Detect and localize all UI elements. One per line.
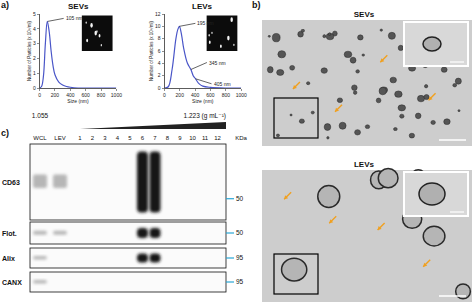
svg-text:50: 50 xyxy=(236,229,244,236)
svg-text:800: 800 xyxy=(97,92,106,98)
svg-text:LEVs: LEVs xyxy=(192,2,213,11)
svg-text:200: 200 xyxy=(176,92,185,98)
svg-text:Alix: Alix xyxy=(2,255,15,262)
svg-text:12: 12 xyxy=(214,135,221,141)
svg-text:0: 0 xyxy=(33,85,36,91)
svg-text:8: 8 xyxy=(166,135,170,141)
svg-text:WCL: WCL xyxy=(33,135,47,141)
svg-text:SEVs: SEVs xyxy=(68,2,89,11)
svg-text:1: 1 xyxy=(33,70,36,76)
svg-text:5: 5 xyxy=(128,135,132,141)
svg-text:10: 10 xyxy=(155,23,161,29)
svg-text:CANX: CANX xyxy=(2,279,22,286)
svg-text:6: 6 xyxy=(158,48,161,54)
svg-text:405 nm: 405 nm xyxy=(214,81,231,87)
svg-text:KDa: KDa xyxy=(235,135,247,141)
svg-text:LEV: LEV xyxy=(54,135,65,141)
svg-text:0: 0 xyxy=(38,92,41,98)
svg-text:3: 3 xyxy=(33,40,36,46)
html-text:b): b) xyxy=(252,0,261,10)
svg-text:195 nm: 195 nm xyxy=(197,20,214,26)
svg-text:345 nm: 345 nm xyxy=(209,60,226,66)
svg-text:1: 1 xyxy=(78,135,82,141)
svg-text:10: 10 xyxy=(189,135,196,141)
svg-text:5: 5 xyxy=(33,11,36,17)
svg-text:11: 11 xyxy=(202,135,209,141)
svg-text:400: 400 xyxy=(66,92,75,98)
svg-text:2: 2 xyxy=(91,135,95,141)
svg-text:7: 7 xyxy=(153,135,157,141)
svg-text:Size (nm): Size (nm) xyxy=(192,98,214,104)
svg-text:600: 600 xyxy=(206,92,215,98)
html-text:c): c) xyxy=(1,128,9,138)
svg-text:8: 8 xyxy=(158,35,161,41)
svg-text:1.055: 1.055 xyxy=(32,112,49,119)
svg-text:3: 3 xyxy=(103,135,107,141)
svg-text:9: 9 xyxy=(178,135,182,141)
svg-text:SEVs: SEVs xyxy=(354,10,375,19)
svg-text:Number of Particles (x 10⁶/ml): Number of Particles (x 10⁶/ml) xyxy=(27,20,32,81)
svg-text:50: 50 xyxy=(236,195,244,202)
svg-text:4: 4 xyxy=(33,26,36,32)
svg-text:1.223 (g mL⁻¹): 1.223 (g mL⁻¹) xyxy=(184,112,226,120)
svg-text:Number of Particles (x 10⁶/ml): Number of Particles (x 10⁶/ml) xyxy=(149,20,154,81)
svg-text:4: 4 xyxy=(158,60,161,66)
svg-text:800: 800 xyxy=(222,92,231,98)
svg-text:12: 12 xyxy=(155,11,161,17)
svg-text:95: 95 xyxy=(236,254,244,261)
svg-text:105 nm: 105 nm xyxy=(66,15,83,21)
svg-text:400: 400 xyxy=(191,92,200,98)
svg-text:6: 6 xyxy=(141,135,145,141)
svg-text:0: 0 xyxy=(163,92,166,98)
svg-text:Flot.: Flot. xyxy=(2,230,17,237)
svg-text:95: 95 xyxy=(236,278,244,285)
svg-text:1000: 1000 xyxy=(111,92,122,98)
svg-text:600: 600 xyxy=(82,92,91,98)
svg-text:CD63: CD63 xyxy=(2,179,20,186)
svg-text:Size (nm): Size (nm) xyxy=(67,98,89,104)
svg-text:1000: 1000 xyxy=(236,92,247,98)
svg-text:0: 0 xyxy=(158,85,161,91)
svg-text:200: 200 xyxy=(51,92,60,98)
svg-text:2: 2 xyxy=(33,55,36,61)
html-text:a): a) xyxy=(1,0,9,10)
svg-text:4: 4 xyxy=(116,135,120,141)
svg-text:2: 2 xyxy=(158,72,161,78)
svg-text:LEVs: LEVs xyxy=(354,160,375,169)
